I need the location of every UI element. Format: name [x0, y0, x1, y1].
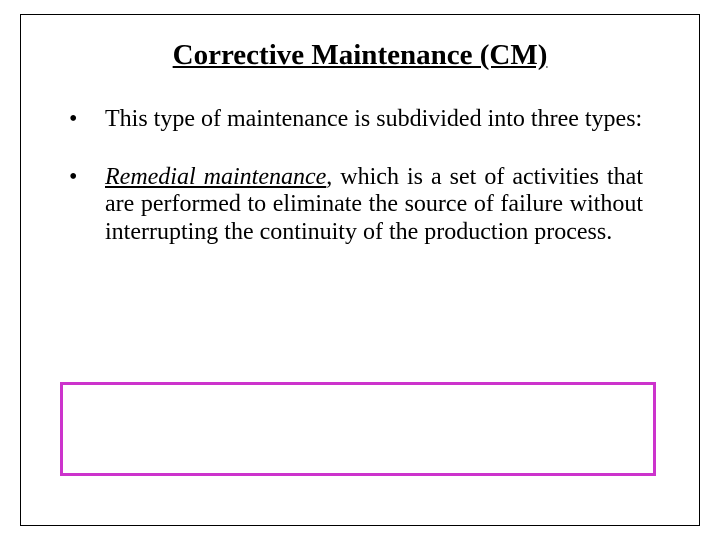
- bullet-text: This type of maintenance is subdivided i…: [105, 106, 643, 134]
- accent-box: [60, 382, 656, 476]
- bullet-text: Remedial maintenance, which is a set of …: [105, 164, 643, 247]
- list-item: • This type of maintenance is subdivided…: [69, 106, 643, 134]
- slide-title: Corrective Maintenance (CM): [21, 39, 699, 72]
- bullet-list: • This type of maintenance is subdivided…: [21, 106, 699, 246]
- bullet-marker: •: [69, 164, 105, 192]
- bullet-marker: •: [69, 106, 105, 134]
- bullet-lead: Remedial maintenance: [105, 164, 326, 190]
- list-item: • Remedial maintenance, which is a set o…: [69, 164, 643, 247]
- bullet-rest: This type of maintenance is subdivided i…: [105, 106, 642, 132]
